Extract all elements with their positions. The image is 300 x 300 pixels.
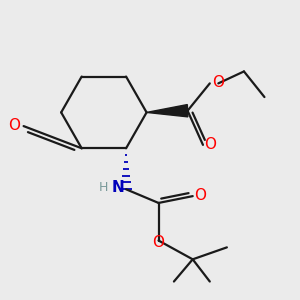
Text: O: O — [152, 236, 164, 250]
Text: O: O — [205, 137, 217, 152]
Text: O: O — [195, 188, 207, 202]
Text: N: N — [111, 180, 124, 195]
Text: O: O — [212, 75, 224, 90]
Text: H: H — [99, 182, 109, 194]
Polygon shape — [147, 105, 188, 117]
Text: O: O — [8, 118, 20, 133]
